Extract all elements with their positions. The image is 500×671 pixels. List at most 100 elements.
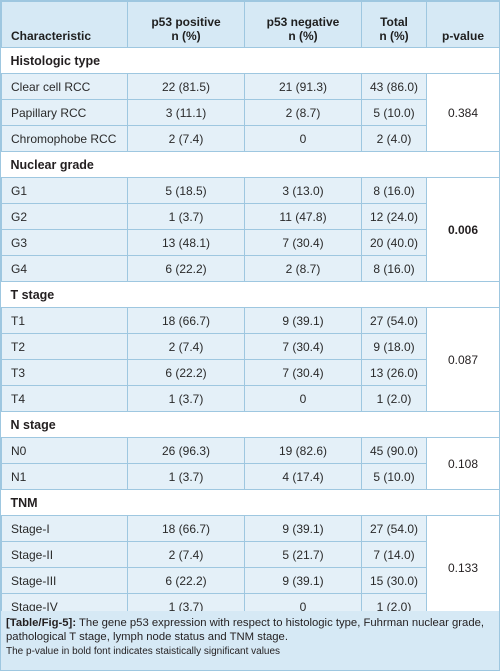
table-row: Clear cell RCC 22 (81.5) 21 (91.3) 43 (86.0… — [1, 73, 499, 152]
section-title: T stage — [1, 281, 499, 308]
row-label: T2 — [1, 333, 128, 360]
cell-total: 2 (4.0) — [361, 125, 427, 152]
caption-note: The p-value in bold font indicates stais… — [6, 646, 281, 657]
cell-p53-negative: 5 (21.7) — [244, 541, 362, 568]
header-p53-negative: p53 negative n (%) — [244, 1, 362, 48]
table-row: N0 26 (96.3) 19 (82.6) 45 (90.0) 0.108 — [1, 437, 499, 490]
cell-p53-positive: 6 (22.2) — [127, 255, 245, 282]
cell-total: 8 (16.0) — [361, 177, 427, 204]
cell-total: 27 (54.0) — [361, 307, 427, 334]
cell-p-value: 0.108 — [426, 437, 499, 490]
cell-total: 9 (18.0) — [361, 333, 427, 360]
cell-p53-positive: 22 (81.5) — [127, 73, 245, 100]
row-label: T4 — [1, 385, 128, 412]
cell-p53-positive: 2 (7.4) — [127, 541, 245, 568]
header-characteristic: Characteristic — [1, 1, 128, 48]
table-row: G2 1 (3.7) 11 (47.8) 12 (24.0) — [1, 203, 500, 230]
cell-p53-negative: 2 (8.7) — [244, 255, 362, 282]
caption-tag: [Table/Fig-5]: — [6, 617, 77, 629]
table-row: T2 2 (7.4) 7 (30.4) 9 (18.0) — [1, 333, 500, 360]
header-p53-negative-line1: p53 negative — [266, 15, 340, 29]
cell-p53-negative: 19 (82.6) — [244, 437, 362, 464]
section-header-row: Nuclear grade — [1, 151, 499, 178]
header-p-value: p-value — [426, 1, 499, 48]
cell-p53-positive: 18 (66.7) — [127, 515, 245, 542]
cell-p53-negative: 0 — [244, 125, 362, 152]
header-p53-negative-line2: n (%) — [288, 29, 318, 43]
header-p53-positive-line2: n (%) — [171, 29, 201, 43]
row-label: T3 — [1, 359, 128, 386]
section-header-row: T stage — [1, 281, 499, 308]
table-row: Stage-III 6 (22.2) 9 (39.1) 15 (30.0) — [1, 567, 500, 594]
cell-p53-positive: 1 (3.7) — [127, 203, 245, 230]
cell-total: 1 (2.0) — [361, 385, 427, 412]
results-table: Characteristic p53 positive n (%) p53 ne… — [1, 1, 500, 620]
cell-p53-negative: 4 (17.4) — [244, 463, 362, 490]
cell-p53-negative: 11 (47.8) — [244, 203, 362, 230]
table-row: Chromophobe RCC 2 (7.4) 0 2 (4.0) — [1, 125, 500, 152]
cell-total: 5 (10.0) — [361, 463, 427, 490]
cell-total: 20 (40.0) — [361, 229, 427, 256]
cell-p53-positive: 1 (3.7) — [127, 385, 245, 412]
cell-total: 45 (90.0) — [361, 437, 427, 464]
section-header-row: Histologic type — [1, 47, 499, 74]
row-label: G1 — [1, 177, 128, 204]
section-title: N stage — [1, 411, 499, 438]
cell-p53-positive: 6 (22.2) — [127, 567, 245, 594]
table-row: T1 18 (66.7) 9 (39.1) 27 (54.0) 0.087 — [1, 307, 499, 412]
table-row: G3 13 (48.1) 7 (30.4) 20 (40.0) — [1, 229, 500, 256]
cell-total: 13 (26.0) — [361, 359, 427, 386]
header-total-line1: Total — [380, 15, 408, 29]
cell-total: 8 (16.0) — [361, 255, 427, 282]
cell-total: 5 (10.0) — [361, 99, 427, 126]
row-label: G2 — [1, 203, 128, 230]
row-label: Clear cell RCC — [1, 73, 128, 100]
cell-p53-positive: 5 (18.5) — [127, 177, 245, 204]
section-title: TNM — [1, 489, 499, 516]
row-label: G3 — [1, 229, 128, 256]
row-label: Stage-I — [1, 515, 128, 542]
header-p53-positive: p53 positive n (%) — [127, 1, 245, 48]
row-label: T1 — [1, 307, 128, 334]
row-label: G4 — [1, 255, 128, 282]
cell-p53-positive: 26 (96.3) — [127, 437, 245, 464]
table-row: G4 6 (22.2) 2 (8.7) 8 (16.0) — [1, 255, 500, 282]
cell-p53-positive: 2 (7.4) — [127, 125, 245, 152]
cell-p53-positive: 1 (3.7) — [127, 463, 245, 490]
caption-text: The gene p53 expression with respect to … — [6, 617, 485, 643]
cell-p53-negative: 0 — [244, 385, 362, 412]
cell-p-value: 0.006 — [426, 177, 499, 282]
cell-p-value: 0.087 — [426, 307, 499, 412]
cell-p53-positive: 3 (11.1) — [127, 99, 245, 126]
cell-p53-positive: 18 (66.7) — [127, 307, 245, 334]
cell-p-value: 0.133 — [426, 515, 499, 620]
cell-p53-negative: 7 (30.4) — [244, 333, 362, 360]
cell-p53-negative: 2 (8.7) — [244, 99, 362, 126]
table-row: Stage-I 18 (66.7) 9 (39.1) 27 (54.0) 0.133 — [1, 515, 499, 620]
cell-total: 43 (86.0) — [361, 73, 427, 100]
section-header-row: N stage — [1, 411, 499, 438]
section-header-row: TNM — [1, 489, 499, 516]
table-row: Stage-II 2 (7.4) 5 (21.7) 7 (14.0) — [1, 541, 500, 568]
table-row: T4 1 (3.7) 0 1 (2.0) — [1, 385, 500, 412]
table-body: Histologic type Clear cell RCC 22 (81.5) 21… — [1, 47, 500, 620]
cell-p53-negative: 9 (39.1) — [244, 307, 362, 334]
cell-total: 7 (14.0) — [361, 541, 427, 568]
section-title: Histologic type — [1, 47, 499, 74]
table-row: G1 5 (18.5) 3 (13.0) 8 (16.0) 0.006 — [1, 177, 499, 282]
cell-p53-positive: 13 (48.1) — [127, 229, 245, 256]
header-total-line2: n (%) — [379, 29, 409, 43]
cell-p53-positive: 6 (22.2) — [127, 359, 245, 386]
row-label: Stage-II — [1, 541, 128, 568]
row-label: Stage-III — [1, 567, 128, 594]
cell-p-value: 0.384 — [426, 73, 499, 152]
cell-total: 15 (30.0) — [361, 567, 427, 594]
table-row: N1 1 (3.7) 4 (17.4) 5 (10.0) — [1, 463, 500, 490]
table-row: Papillary RCC 3 (11.1) 2 (8.7) 5 (10.0) — [1, 99, 500, 126]
table-caption: [Table/Fig-5]: The gene p53 expression w… — [1, 611, 499, 670]
cell-p53-positive: 2 (7.4) — [127, 333, 245, 360]
table-row: T3 6 (22.2) 7 (30.4) 13 (26.0) — [1, 359, 500, 386]
header-row: Characteristic p53 positive n (%) p53 ne… — [1, 1, 499, 48]
cell-p53-negative: 9 (39.1) — [244, 567, 362, 594]
